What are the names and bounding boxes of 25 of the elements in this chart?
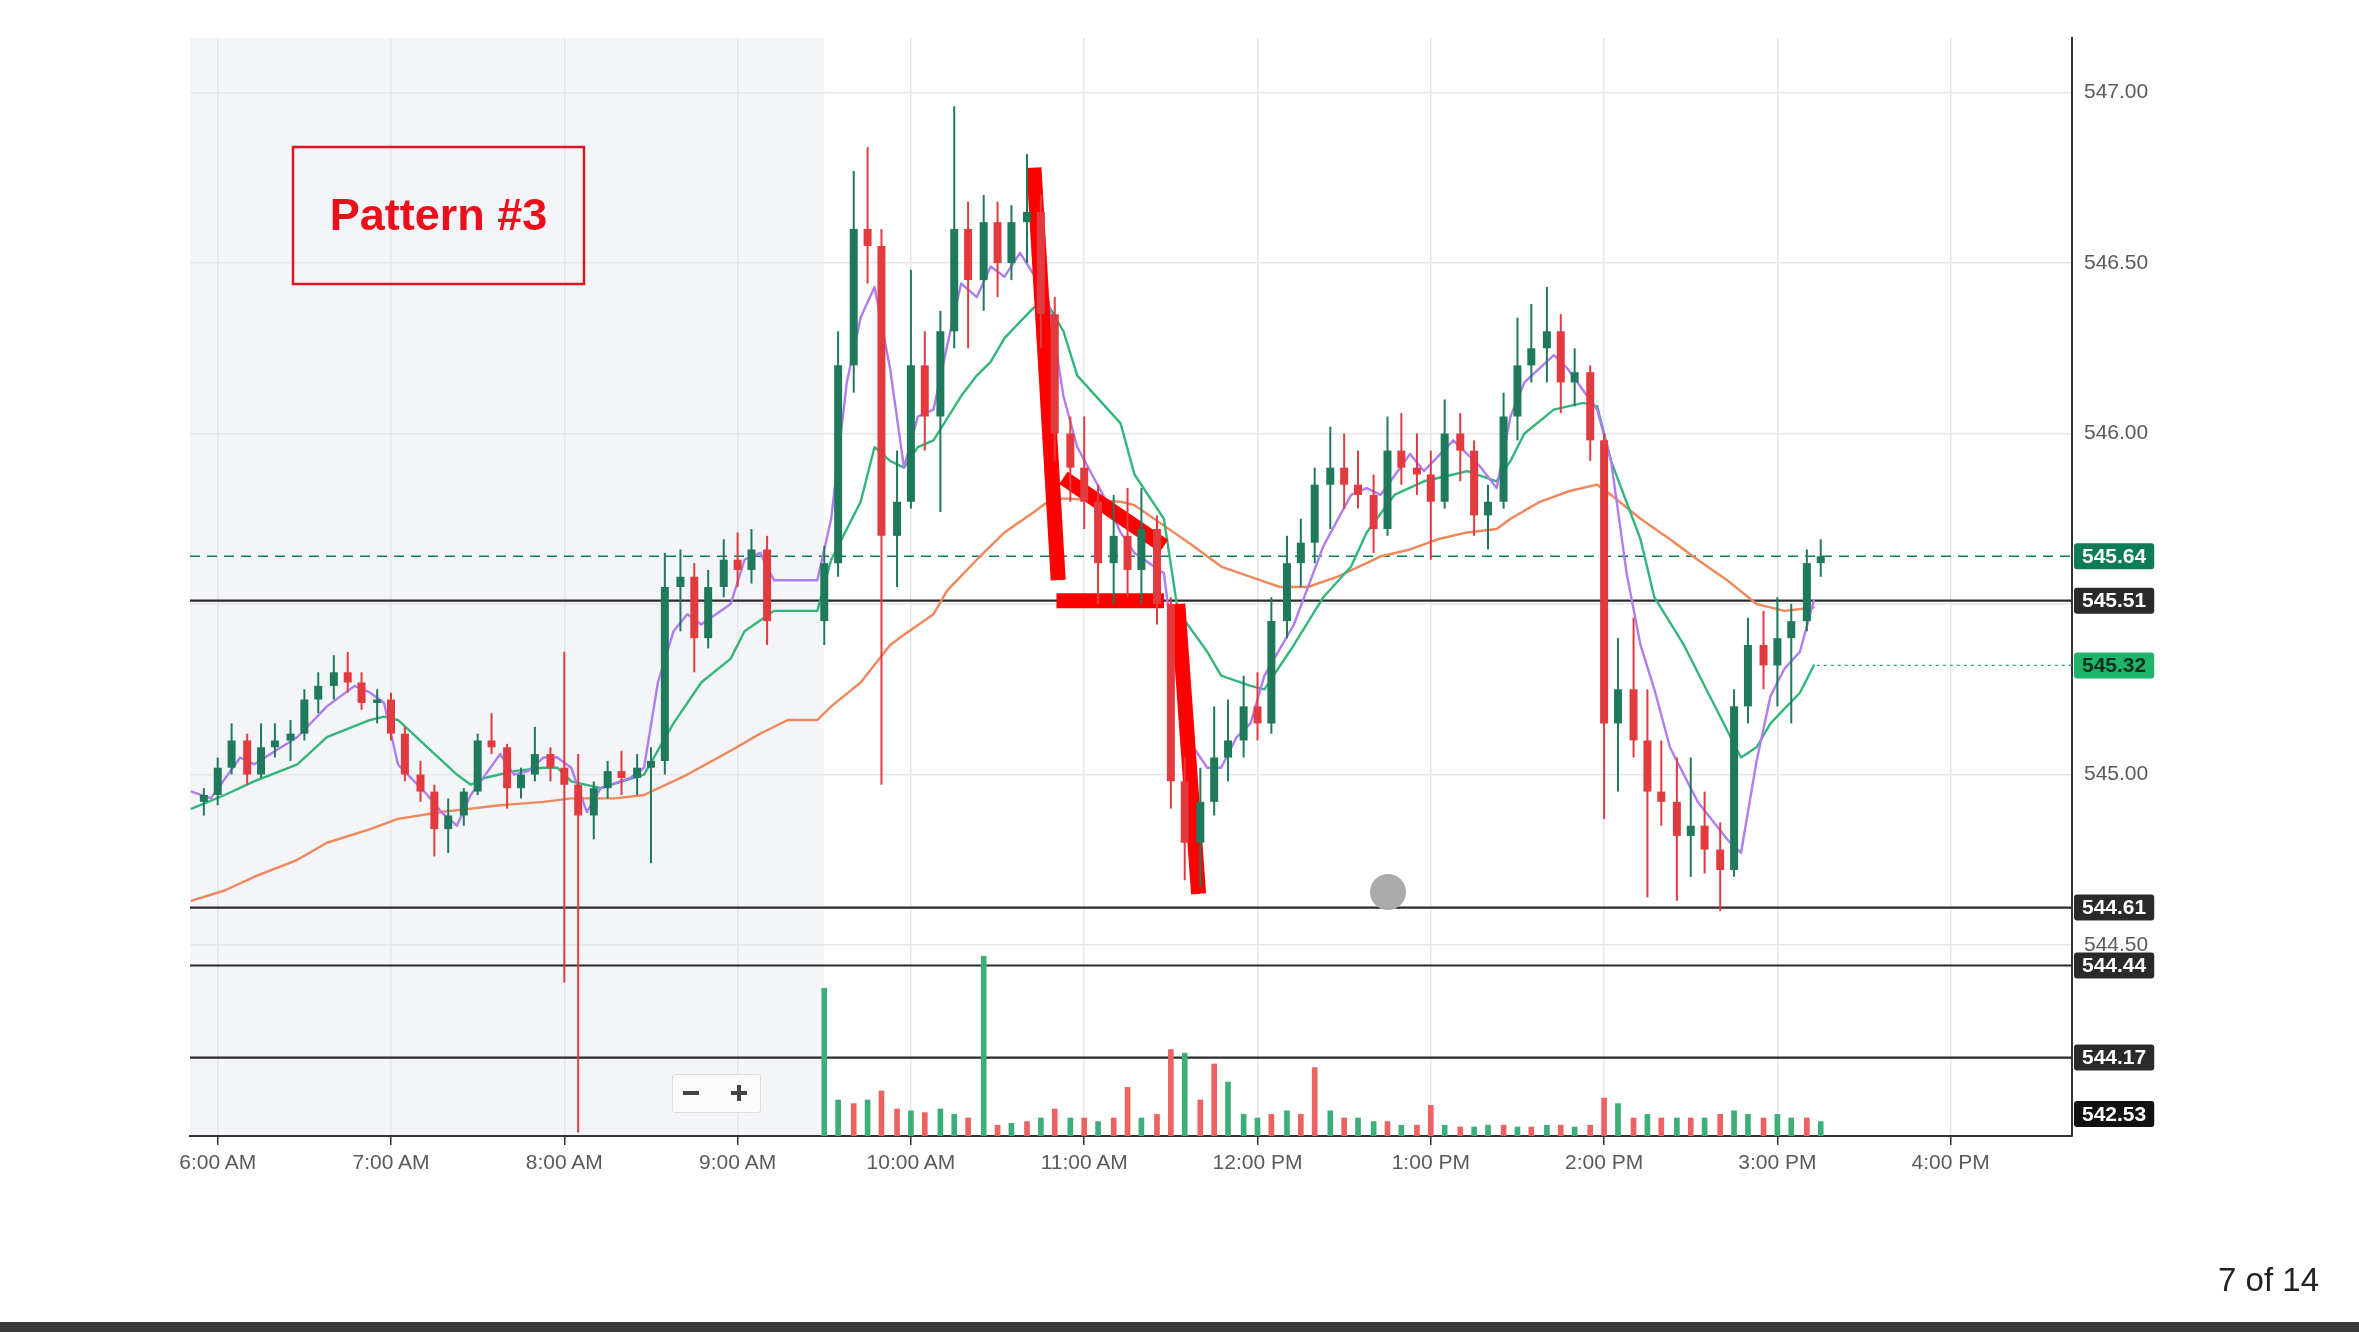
text: Pattern #3 [329, 188, 548, 240]
x-tick-label: 6:00 AM [179, 1150, 257, 1174]
y-tick-label: 546.50 [2084, 249, 2149, 273]
ref-line-label: 544.61 [2082, 895, 2147, 919]
ref-line-label: 544.44 [2082, 953, 2147, 977]
x-tick-label: 10:00 AM [866, 1150, 956, 1174]
ref-line-label: 545.64 [2082, 544, 2147, 568]
text: 7 of 14 [2218, 1261, 2319, 1299]
x-tick-label: 9:00 AM [699, 1150, 777, 1174]
x-tick-label: 4:00 PM [1911, 1150, 1990, 1174]
y-tick-label: 546.00 [2084, 420, 2149, 444]
y-tick-label: 547.00 [2084, 79, 2149, 103]
x-tick-label: 7:00 AM [352, 1150, 430, 1174]
y-tick-label: 545.00 [2084, 761, 2149, 785]
text: 542.53 [2082, 1101, 2147, 1125]
ref-line-label: 545.51 [2082, 588, 2147, 612]
x-tick-label: 11:00 AM [1040, 1150, 1128, 1174]
x-tick-label: 8:00 AM [525, 1150, 603, 1174]
y-tick-label: 544.50 [2084, 931, 2149, 955]
x-tick-label: 2:00 PM [1564, 1150, 1644, 1174]
annotation: 545.32 [2082, 653, 2147, 677]
ref-line-label: 544.17 [2082, 1045, 2147, 1069]
x-tick-label: 12:00 PM [1212, 1150, 1303, 1174]
x-tick-label: 3:00 PM [1738, 1150, 1817, 1174]
x-tick-label: 1:00 PM [1391, 1150, 1470, 1174]
